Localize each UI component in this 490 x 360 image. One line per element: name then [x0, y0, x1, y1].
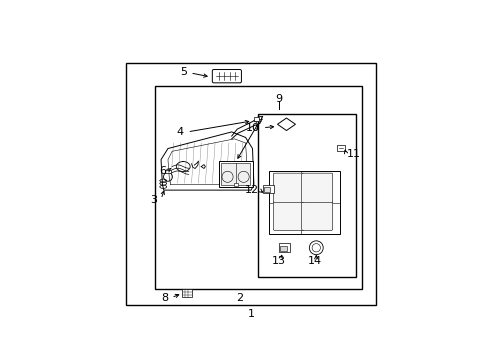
Bar: [219, 161, 252, 187]
Bar: [155, 86, 362, 288]
Bar: [182, 289, 193, 297]
Text: 7: 7: [256, 116, 263, 126]
FancyBboxPatch shape: [212, 69, 242, 83]
Text: 2: 2: [237, 293, 244, 303]
Bar: [254, 117, 259, 121]
Text: 3: 3: [150, 195, 157, 205]
Bar: [263, 185, 274, 193]
FancyBboxPatch shape: [273, 201, 304, 230]
Bar: [126, 63, 376, 305]
Bar: [280, 246, 287, 251]
Bar: [279, 243, 291, 252]
Text: 4: 4: [177, 127, 184, 137]
Bar: [258, 114, 356, 278]
Text: 8: 8: [161, 293, 168, 303]
Text: 14: 14: [308, 256, 322, 266]
Bar: [269, 171, 340, 234]
Bar: [264, 187, 270, 192]
Bar: [337, 145, 345, 151]
Text: 13: 13: [272, 256, 286, 266]
Polygon shape: [161, 132, 254, 190]
Bar: [165, 170, 172, 174]
Text: 1: 1: [247, 309, 255, 319]
FancyBboxPatch shape: [302, 173, 333, 203]
Text: 6: 6: [160, 166, 167, 176]
FancyBboxPatch shape: [273, 173, 304, 203]
Text: 11: 11: [347, 149, 361, 159]
Bar: [234, 183, 238, 186]
FancyBboxPatch shape: [302, 201, 333, 230]
Text: 10: 10: [245, 123, 259, 133]
Polygon shape: [277, 118, 295, 131]
Text: 9: 9: [275, 94, 282, 104]
Bar: [221, 163, 250, 185]
Text: 12: 12: [245, 185, 259, 195]
Text: 5: 5: [180, 67, 187, 77]
